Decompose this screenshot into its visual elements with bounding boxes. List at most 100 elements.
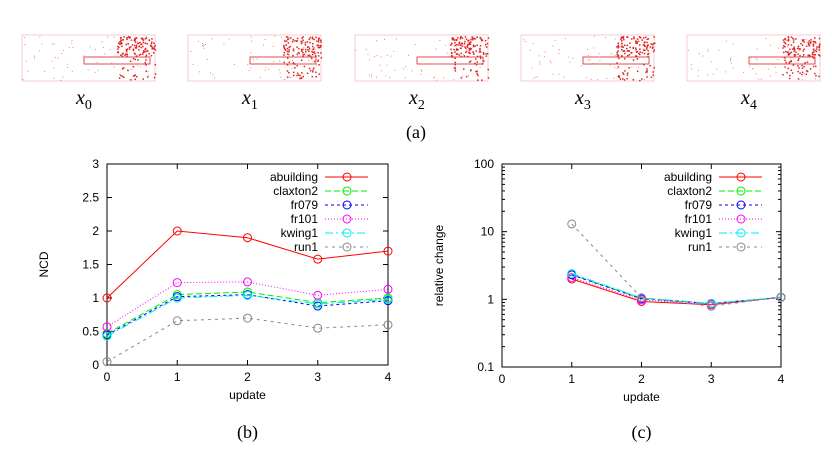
legend-marker: [736, 172, 746, 182]
data-point: [102, 357, 112, 367]
data-point: [172, 278, 182, 288]
series-line: [571, 273, 782, 304]
data-point: [243, 290, 252, 300]
legend-label: fr079: [685, 198, 713, 212]
legend-label: fr101: [291, 212, 319, 226]
x-tick-label: 1: [568, 372, 575, 386]
series-run1: [102, 313, 393, 367]
y-tick-label: 100: [474, 157, 494, 171]
data-point: [567, 269, 577, 279]
panel-a-label: (a): [406, 122, 426, 143]
legend-label: fr101: [685, 212, 713, 226]
x-tick-label: 3: [708, 372, 715, 386]
data-point: [313, 254, 323, 264]
series-abuilding: [102, 226, 393, 303]
legend-label: claxton2: [273, 184, 318, 198]
x-tick-label: 4: [385, 370, 392, 384]
legend-marker: [342, 172, 352, 182]
series-line: [571, 278, 782, 306]
legend-marker: [342, 242, 352, 252]
x-tick-label: 0: [104, 370, 111, 384]
x-tick-label: 3: [314, 370, 321, 384]
data-point: [172, 226, 182, 236]
plot-frame: [106, 163, 389, 366]
y-tick-label: 1: [92, 291, 99, 305]
data-point: [383, 284, 393, 294]
map-thumbnail-0: [21, 34, 157, 82]
series-line: [106, 294, 389, 337]
legend-marker: [736, 214, 746, 224]
data-point: [102, 293, 112, 303]
data-point: [172, 293, 182, 303]
data-point: [776, 292, 786, 302]
data-point: [637, 293, 646, 303]
data-point: [243, 233, 252, 243]
legend-label: abuilding: [664, 170, 712, 184]
data-point: [567, 273, 577, 283]
data-point: [102, 322, 112, 332]
series-line: [571, 277, 782, 305]
legend-label: kwing1: [675, 226, 713, 240]
x-tick-label: 1: [174, 370, 181, 384]
y-axis-label: relative change: [432, 224, 446, 306]
data-point: [243, 277, 252, 287]
series-line: [571, 223, 782, 307]
data-point: [383, 320, 393, 330]
y-tick-label: 0.5: [82, 325, 99, 339]
map-thumbnail-1: [187, 34, 323, 82]
data-point: [383, 246, 393, 256]
x-axis-label: update: [623, 390, 660, 404]
map-thumbnail-2: [354, 34, 490, 82]
x-tick-label: 2: [638, 372, 645, 386]
series-fr101: [102, 277, 393, 332]
legend-label: run1: [688, 240, 712, 254]
data-point: [313, 299, 323, 309]
image-label: x0: [75, 87, 92, 113]
chart-c: 0 1 2 3 4 0.1 1 10 100 update relative change abuil…: [432, 157, 786, 443]
data-point: [313, 290, 323, 300]
map-thumbnail-4: [686, 34, 821, 82]
series-line: [106, 317, 389, 363]
legend-marker: [342, 228, 352, 238]
legend-marker: [736, 228, 746, 238]
map-thumbnail-3: [520, 34, 656, 82]
series-line: [106, 291, 389, 334]
series-kwing1: [102, 290, 393, 341]
series-line: [106, 294, 389, 336]
x-tick-label: 4: [778, 372, 785, 386]
series-line: [106, 281, 389, 328]
legend-marker: [342, 214, 352, 224]
legend-marker: [736, 200, 746, 210]
data-point: [706, 298, 716, 308]
y-tick-label: 3: [92, 157, 99, 171]
legend-marker: [342, 186, 352, 196]
data-point: [313, 323, 323, 333]
x-tick-label: 2: [244, 370, 251, 384]
image-label: x4: [740, 87, 757, 113]
data-point: [102, 331, 112, 341]
y-tick-label: 0.1: [477, 360, 494, 374]
data-point: [243, 313, 252, 323]
y-tick-label: 2.5: [82, 191, 99, 205]
image-label: x2: [408, 87, 425, 113]
series-abuilding: [567, 274, 786, 310]
panel-label: (b): [237, 422, 258, 443]
legend-marker: [342, 200, 352, 210]
legend-marker: [736, 186, 746, 196]
legend-marker: [736, 242, 746, 252]
x-tick-label: 0: [499, 372, 506, 386]
y-axis-label: NCD: [37, 251, 51, 277]
data-point: [172, 316, 182, 326]
data-point: [243, 287, 252, 297]
data-point: [567, 219, 577, 229]
chart-b: 0 1 2 3 4 0 0.5 1 1.5 2 2.5 3 update NCD abuildingclax…: [37, 157, 393, 443]
data-point: [706, 301, 716, 311]
image-label: x3: [574, 87, 591, 113]
legend-label: fr079: [291, 198, 319, 212]
legend-label: abuilding: [270, 170, 318, 184]
data-point: [383, 294, 393, 304]
y-tick-label: 2: [92, 224, 99, 238]
legend-label: kwing1: [281, 226, 319, 240]
y-tick-label: 1: [487, 292, 494, 306]
